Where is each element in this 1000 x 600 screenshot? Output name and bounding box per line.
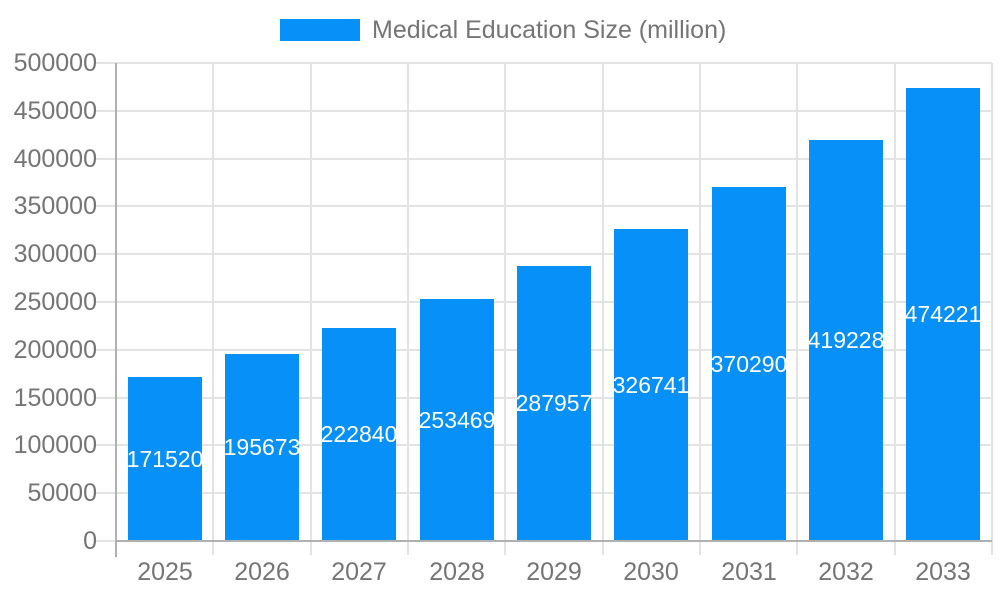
bar-value-label: 287957 (515, 390, 593, 416)
y-tick-mark (96, 444, 116, 446)
h-gridline (116, 62, 992, 64)
v-gridline (504, 63, 506, 541)
bar-2030[interactable]: 326741 (612, 229, 690, 541)
v-gridline (407, 63, 409, 541)
bar-value-label: 222840 (320, 421, 398, 447)
h-gridline (116, 110, 992, 112)
y-tick-mark (96, 62, 116, 64)
x-tick-mark (991, 541, 993, 555)
legend-label: Medical Education Size (million) (372, 16, 727, 44)
bar-2025[interactable]: 171520 (126, 377, 204, 541)
y-tick-label: 100000 (13, 431, 97, 459)
legend: Medical Education Size (million) (280, 17, 726, 43)
legend-swatch (280, 19, 360, 41)
y-tick-label: 200000 (13, 336, 97, 364)
y-tick-mark (96, 253, 116, 255)
x-tick-label: 2027 (331, 558, 387, 586)
x-tick-mark (407, 541, 409, 555)
v-gridline (212, 63, 214, 541)
y-tick-mark (96, 349, 116, 351)
y-tick-mark (96, 205, 116, 207)
y-tick-label: 250000 (13, 288, 97, 316)
bar-value-label: 171520 (126, 445, 204, 472)
x-axis-line (116, 540, 992, 542)
bar-value-label: 474221 (904, 301, 982, 327)
x-tick-mark (212, 541, 214, 555)
y-tick-label: 400000 (13, 145, 97, 173)
h-gridline (116, 253, 992, 255)
y-tick-mark (96, 301, 116, 303)
x-tick-mark (310, 541, 312, 555)
bar-2026[interactable]: 195673 (223, 354, 301, 541)
v-gridline (894, 63, 896, 541)
bar-2028[interactable]: 253469 (418, 299, 496, 541)
y-tick-label: 500000 (13, 49, 97, 77)
y-tick-label: 450000 (13, 97, 97, 125)
bar-value-label: 419228 (807, 327, 885, 353)
v-gridline (796, 63, 798, 541)
bar-2031[interactable]: 370290 (710, 187, 788, 541)
x-tick-mark (504, 541, 506, 555)
x-tick-label: 2032 (818, 558, 874, 586)
bar-2029[interactable]: 287957 (515, 266, 593, 541)
x-tick-mark (602, 541, 604, 555)
x-tick-mark (796, 541, 798, 555)
x-tick-label: 2031 (721, 558, 777, 586)
bar-value-label: 370290 (710, 350, 788, 377)
y-tick-label: 0 (83, 527, 97, 555)
x-tick-label: 2025 (137, 558, 193, 586)
x-tick-mark (894, 541, 896, 555)
v-gridline (699, 63, 701, 541)
bar-2027[interactable]: 222840 (320, 328, 398, 541)
v-gridline (991, 63, 993, 541)
bar-value-label: 326741 (612, 371, 690, 398)
bar-value-label: 195673 (223, 434, 301, 460)
y-tick-mark (96, 110, 116, 112)
h-gridline (116, 205, 992, 207)
v-gridline (310, 63, 312, 541)
x-tick-label: 2026 (234, 558, 290, 586)
x-tick-label: 2029 (526, 558, 582, 586)
y-tick-label: 300000 (13, 240, 97, 268)
bar-2032[interactable]: 419228 (807, 140, 885, 541)
y-tick-label: 350000 (13, 192, 97, 220)
y-tick-label: 150000 (13, 384, 97, 412)
v-gridline (602, 63, 604, 541)
y-tick-label: 50000 (27, 479, 97, 507)
x-tick-mark (699, 541, 701, 555)
bar-2033[interactable]: 474221 (904, 88, 982, 541)
h-gridline (116, 158, 992, 160)
bar-value-label: 253469 (418, 406, 496, 433)
y-tick-mark (96, 158, 116, 160)
y-tick-mark (96, 397, 116, 399)
y-tick-mark (96, 540, 116, 542)
x-tick-label: 2033 (915, 558, 971, 586)
x-tick-label: 2030 (623, 558, 679, 586)
y-axis-line (115, 63, 117, 557)
x-tick-label: 2028 (429, 558, 485, 586)
y-tick-mark (96, 492, 116, 494)
